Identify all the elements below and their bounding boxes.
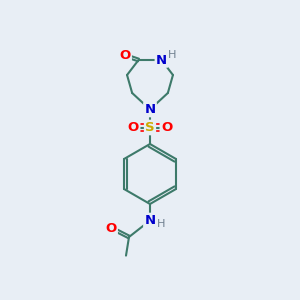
Text: O: O [128,121,139,134]
Text: O: O [119,49,130,62]
Text: N: N [144,103,156,116]
Text: S: S [145,121,155,134]
Text: O: O [105,222,117,235]
Text: H: H [157,219,166,229]
Text: H: H [168,50,176,61]
Text: N: N [144,214,156,227]
Text: N: N [156,53,167,67]
Text: O: O [161,121,172,134]
